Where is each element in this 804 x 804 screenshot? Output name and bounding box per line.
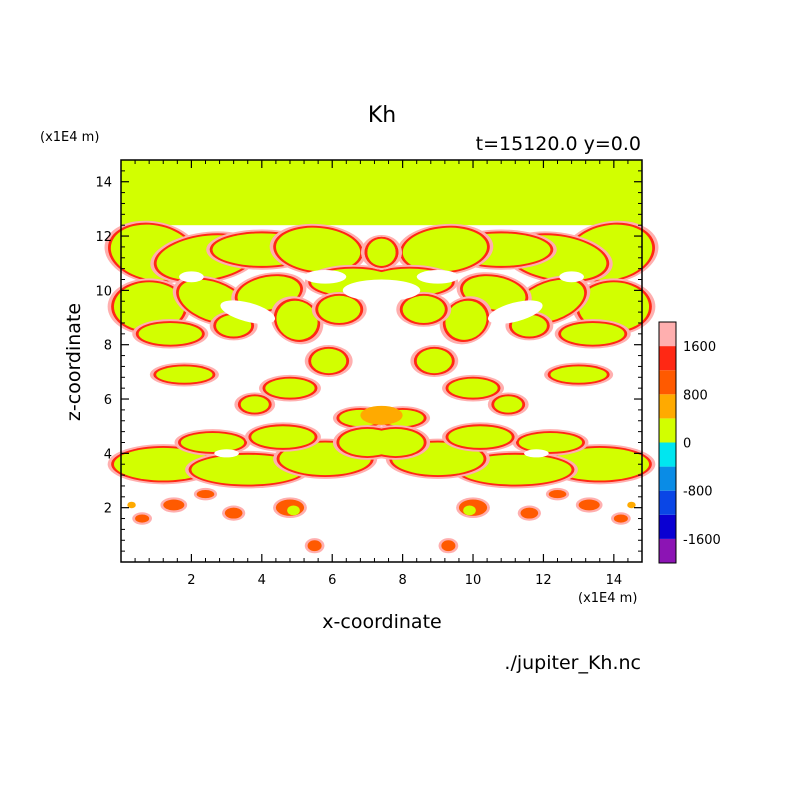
colorbar-swatches bbox=[659, 322, 676, 563]
colorbar-tick-label: 1600 bbox=[683, 340, 716, 355]
contour-patch bbox=[367, 428, 424, 457]
colorbar: 1600 800 0 -800 -1600 bbox=[658, 321, 721, 564]
x-axis-label: x-coordinate bbox=[322, 611, 441, 633]
y-axis-ticks: 2 4 6 8 10 12 14 bbox=[95, 170, 642, 552]
contour-patch bbox=[138, 322, 202, 345]
contour-patch bbox=[367, 238, 396, 266]
chart-title: Kh bbox=[368, 103, 396, 128]
x-tick-label: 4 bbox=[258, 573, 266, 588]
contour-patch bbox=[163, 499, 185, 511]
y-tick-label: 12 bbox=[95, 230, 112, 245]
x-unit-label: (x1E4 m) bbox=[578, 591, 637, 606]
colorbar-labels: 1600 800 0 -800 -1600 bbox=[683, 340, 721, 548]
contour-patch bbox=[251, 426, 315, 448]
colorbar-swatch bbox=[659, 538, 676, 563]
x-tick-label: 12 bbox=[535, 573, 552, 588]
chart-subtitle: t=15120.0 y=0.0 bbox=[476, 133, 641, 155]
contour-patch bbox=[487, 300, 543, 324]
contour-patch bbox=[416, 270, 459, 284]
contour-patch bbox=[196, 490, 215, 499]
contour-patch bbox=[518, 432, 583, 452]
contour-patch bbox=[520, 507, 539, 519]
x-tick-label: 8 bbox=[398, 573, 406, 588]
contour-patch bbox=[342, 279, 421, 302]
colorbar-swatch bbox=[659, 490, 676, 515]
y-tick-label: 6 bbox=[104, 393, 112, 408]
contour-patch bbox=[307, 540, 322, 552]
y-axis-label: z-coordinate bbox=[63, 303, 85, 421]
y-unit-label: (x1E4 m) bbox=[40, 130, 99, 145]
colorbar-tick-label: 800 bbox=[683, 388, 708, 403]
x-axis-ticks: 2 4 6 8 10 12 14 bbox=[134, 160, 629, 588]
colorbar-swatch bbox=[659, 394, 676, 419]
contour-patch bbox=[304, 270, 347, 284]
y-tick-label: 14 bbox=[95, 176, 112, 191]
contour-patch bbox=[113, 282, 185, 332]
contour-patch bbox=[179, 271, 204, 283]
contour-field bbox=[104, 160, 659, 554]
contour-patch bbox=[627, 501, 636, 509]
contour-patch bbox=[524, 449, 549, 458]
contour-patch bbox=[578, 499, 600, 511]
plot-frame bbox=[120, 159, 643, 563]
contour-patch bbox=[441, 540, 456, 552]
contour-patch bbox=[494, 396, 523, 413]
contour-patch bbox=[416, 348, 452, 374]
contour-patch bbox=[448, 378, 498, 398]
plot-area: 2 4 6 8 10 12 14 2 4 6 8 10 12 14 bbox=[95, 159, 659, 588]
contour-patch bbox=[445, 300, 487, 340]
contour-patch bbox=[180, 432, 245, 452]
contour-patch bbox=[276, 227, 361, 272]
contour-patch bbox=[276, 300, 318, 340]
contour-patch bbox=[265, 378, 315, 398]
contour-patch bbox=[287, 505, 300, 516]
contour-patch bbox=[402, 295, 445, 323]
colorbar-tick-label: -1600 bbox=[683, 533, 721, 548]
contour-patch bbox=[561, 322, 625, 345]
source-label: ./jupiter_Kh.nc bbox=[504, 652, 641, 674]
y-tick-label: 2 bbox=[104, 502, 112, 517]
contour-patch bbox=[448, 426, 512, 448]
x-tick-label: 6 bbox=[328, 573, 336, 588]
contour-patch bbox=[135, 514, 150, 523]
contour-patch bbox=[548, 490, 567, 499]
contour-patch bbox=[613, 514, 628, 523]
colorbar-swatch bbox=[659, 466, 676, 491]
x-tick-label: 14 bbox=[606, 573, 623, 588]
colorbar-swatch bbox=[659, 322, 676, 347]
colorbar-tick-label: 0 bbox=[683, 437, 691, 452]
y-tick-label: 8 bbox=[104, 339, 112, 354]
colorbar-swatch bbox=[659, 442, 676, 467]
contour-patch bbox=[360, 405, 403, 425]
contour-patch bbox=[550, 366, 607, 383]
colorbar-tick-label: -800 bbox=[683, 485, 713, 500]
colorbar-swatch bbox=[659, 514, 676, 539]
contour-patch bbox=[311, 348, 347, 374]
contour-patch bbox=[318, 295, 361, 323]
x-tick-label: 10 bbox=[465, 573, 482, 588]
colorbar-swatch bbox=[659, 370, 676, 395]
colorbar-frame bbox=[658, 321, 677, 564]
contour-patch bbox=[578, 282, 650, 332]
contour-patch bbox=[224, 507, 243, 519]
upper-band bbox=[121, 160, 642, 226]
contour-patch bbox=[559, 271, 584, 283]
colorbar-swatch bbox=[659, 346, 676, 371]
contour-patch bbox=[240, 396, 269, 413]
contour-patch bbox=[402, 227, 487, 272]
contour-patch bbox=[220, 300, 276, 324]
contour-patch bbox=[214, 449, 239, 458]
y-tick-label: 10 bbox=[95, 284, 112, 299]
x-tick-label: 2 bbox=[187, 573, 195, 588]
colorbar-swatch bbox=[659, 418, 676, 443]
contour-patch bbox=[156, 366, 213, 383]
contour-patch bbox=[463, 505, 476, 516]
y-tick-label: 4 bbox=[104, 447, 112, 462]
contour-patch bbox=[127, 501, 136, 509]
